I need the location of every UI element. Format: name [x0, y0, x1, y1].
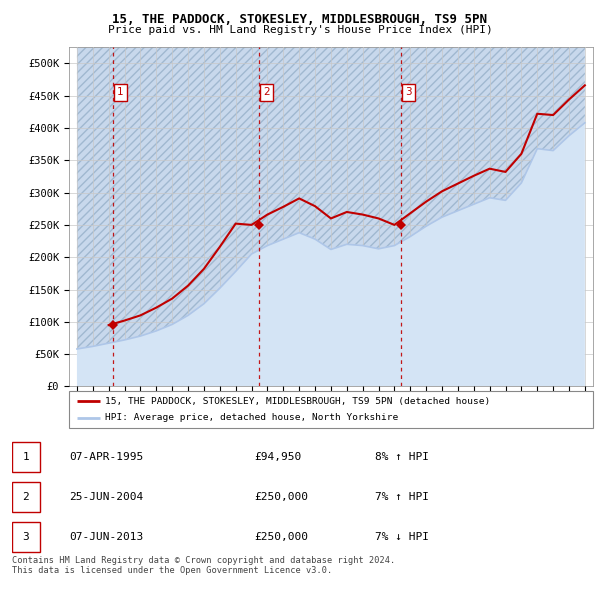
Text: Contains HM Land Registry data © Crown copyright and database right 2024.
This d: Contains HM Land Registry data © Crown c… [12, 556, 395, 575]
Text: 7% ↓ HPI: 7% ↓ HPI [375, 532, 429, 542]
Text: 25-JUN-2004: 25-JUN-2004 [70, 492, 144, 502]
Text: 15, THE PADDOCK, STOKESLEY, MIDDLESBROUGH, TS9 5PN (detached house): 15, THE PADDOCK, STOKESLEY, MIDDLESBROUG… [104, 396, 490, 405]
Text: £250,000: £250,000 [254, 492, 308, 502]
Text: HPI: Average price, detached house, North Yorkshire: HPI: Average price, detached house, Nort… [104, 414, 398, 422]
Text: Price paid vs. HM Land Registry's House Price Index (HPI): Price paid vs. HM Land Registry's House … [107, 25, 493, 35]
FancyBboxPatch shape [12, 522, 40, 552]
Text: 2: 2 [22, 492, 29, 502]
Text: 07-JUN-2013: 07-JUN-2013 [70, 532, 144, 542]
Text: 1: 1 [22, 452, 29, 462]
FancyBboxPatch shape [69, 391, 593, 428]
Text: 8% ↑ HPI: 8% ↑ HPI [375, 452, 429, 462]
Text: 07-APR-1995: 07-APR-1995 [70, 452, 144, 462]
FancyBboxPatch shape [12, 442, 40, 472]
Text: £94,950: £94,950 [254, 452, 301, 462]
Text: 2: 2 [263, 87, 270, 97]
Text: 3: 3 [405, 87, 412, 97]
Text: 3: 3 [22, 532, 29, 542]
Text: £250,000: £250,000 [254, 532, 308, 542]
Text: 1: 1 [117, 87, 124, 97]
Text: 15, THE PADDOCK, STOKESLEY, MIDDLESBROUGH, TS9 5PN: 15, THE PADDOCK, STOKESLEY, MIDDLESBROUG… [113, 13, 487, 26]
FancyBboxPatch shape [12, 482, 40, 512]
Text: 7% ↑ HPI: 7% ↑ HPI [375, 492, 429, 502]
